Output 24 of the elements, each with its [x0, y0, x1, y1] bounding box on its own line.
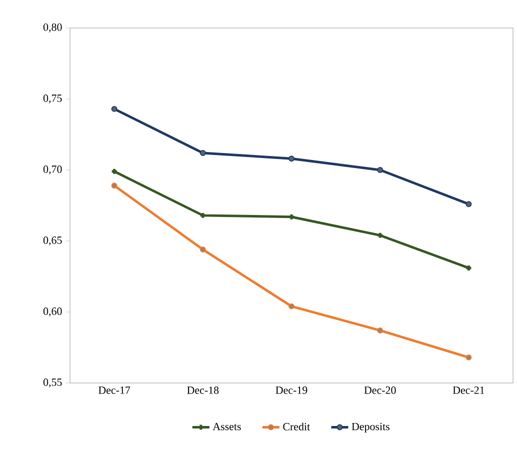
y-tick-label: 0,55 [43, 378, 62, 388]
x-tick-label: Dec-19 [276, 386, 308, 394]
y-tick-label: 0,75 [43, 94, 62, 104]
x-tick-label: Dec-18 [187, 386, 219, 394]
x-tick-label: Dec-21 [452, 386, 484, 394]
legend-label: Credit [283, 422, 310, 430]
point [288, 303, 294, 310]
point [200, 246, 206, 253]
point [377, 167, 384, 173]
point [466, 354, 472, 360]
point [466, 201, 472, 208]
y-tick-label: 0,65 [43, 236, 62, 246]
point [200, 150, 206, 156]
x-tick-label: Dec-20 [364, 386, 396, 394]
legend-label: Deposits [352, 422, 390, 432]
point [111, 106, 118, 112]
point [288, 156, 294, 162]
point [111, 182, 118, 189]
y-tick-label: 0,60 [43, 308, 62, 316]
point [377, 327, 384, 334]
y-tick-label: 0,80 [43, 24, 62, 32]
y-tick-label: 0,70 [43, 166, 62, 174]
legend-label: Assets [212, 422, 241, 430]
x-tick-label: Dec-17 [98, 386, 130, 394]
